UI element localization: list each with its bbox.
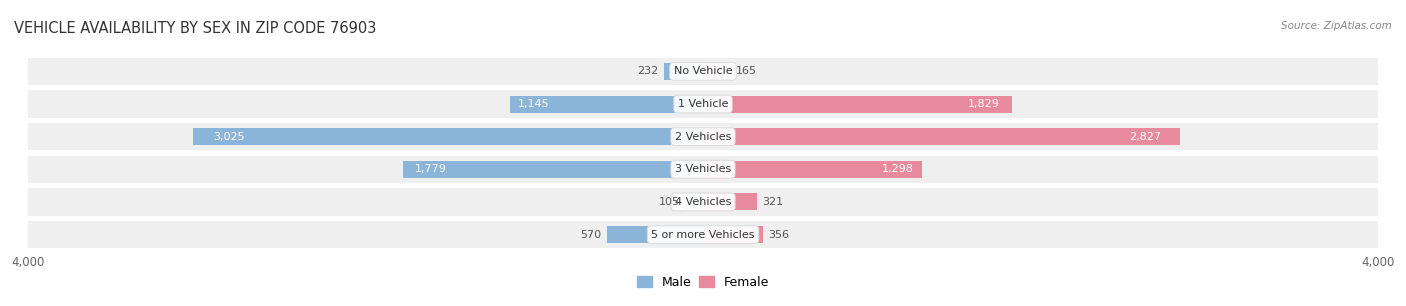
Bar — [703, 95, 1011, 113]
Bar — [664, 63, 703, 80]
Text: 2,827: 2,827 — [1129, 132, 1161, 142]
Text: 1,829: 1,829 — [967, 99, 1000, 109]
Text: 1 Vehicle: 1 Vehicle — [678, 99, 728, 109]
Text: 4 Vehicles: 4 Vehicles — [675, 197, 731, 207]
Text: 2 Vehicles: 2 Vehicles — [675, 132, 731, 142]
Text: 1,298: 1,298 — [882, 164, 914, 174]
Bar — [193, 128, 703, 145]
Bar — [404, 161, 703, 178]
Bar — [703, 128, 1180, 145]
Bar — [28, 58, 1378, 85]
Text: Source: ZipAtlas.com: Source: ZipAtlas.com — [1281, 21, 1392, 32]
Text: 105: 105 — [659, 197, 681, 207]
Legend: Male, Female: Male, Female — [631, 271, 775, 294]
Bar — [685, 193, 703, 211]
Text: No Vehicle: No Vehicle — [673, 66, 733, 76]
Text: 232: 232 — [637, 66, 659, 76]
Bar — [703, 161, 922, 178]
Text: 165: 165 — [735, 66, 756, 76]
Bar — [703, 193, 758, 211]
Text: 1,145: 1,145 — [517, 99, 550, 109]
Text: 1,779: 1,779 — [415, 164, 447, 174]
Bar — [28, 188, 1378, 216]
Bar — [607, 226, 703, 243]
Bar — [28, 156, 1378, 183]
Text: 321: 321 — [762, 197, 783, 207]
Text: 356: 356 — [768, 230, 789, 240]
Text: 3,025: 3,025 — [214, 132, 245, 142]
Bar — [510, 95, 703, 113]
Bar — [28, 221, 1378, 248]
Text: 570: 570 — [581, 230, 602, 240]
Bar — [28, 90, 1378, 118]
Text: 3 Vehicles: 3 Vehicles — [675, 164, 731, 174]
Bar — [28, 123, 1378, 150]
Bar — [703, 63, 731, 80]
Text: 5 or more Vehicles: 5 or more Vehicles — [651, 230, 755, 240]
Bar — [703, 226, 763, 243]
Text: VEHICLE AVAILABILITY BY SEX IN ZIP CODE 76903: VEHICLE AVAILABILITY BY SEX IN ZIP CODE … — [14, 21, 377, 36]
